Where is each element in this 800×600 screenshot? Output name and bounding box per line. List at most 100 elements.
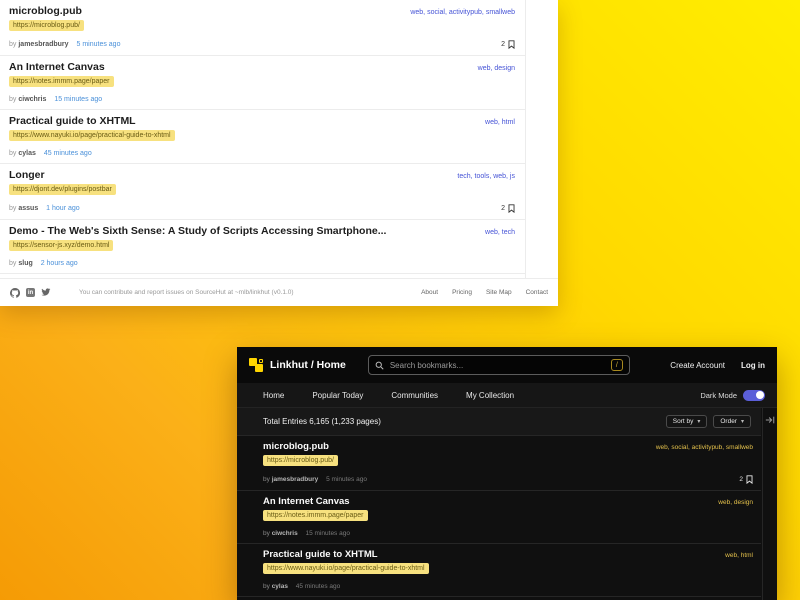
bookmark-time: 45 minutes ago bbox=[295, 583, 341, 590]
bookmark-author[interactable]: jamesbradbury bbox=[18, 41, 69, 48]
keyboard-shortcut-badge: / bbox=[610, 359, 623, 371]
bookmark-time: 2 hours ago bbox=[40, 260, 78, 267]
footer-link-pricing[interactable]: Pricing bbox=[452, 289, 472, 296]
bookmark-row: Demo - The Web's Sixth Sense: A Study of… bbox=[0, 220, 525, 274]
bookmark-author[interactable]: slug bbox=[18, 260, 33, 267]
bookmark-row: Longer tech, tools, web, js https://djon… bbox=[237, 596, 761, 600]
github-icon[interactable] bbox=[10, 287, 20, 298]
bookmark-row: An Internet Canvas web, design https://n… bbox=[237, 490, 761, 543]
bookmark-byline: by jamesbradbury 5 minutes ago bbox=[9, 41, 121, 48]
dark-content: Total Entries 6,165 (1,233 pages) Sort b… bbox=[237, 408, 777, 600]
bookmark-list: microblog.pub web, social, activitypub, … bbox=[0, 0, 526, 297]
footer-note: You can contribute and report issues on … bbox=[79, 289, 294, 296]
caret-down-icon: ▾ bbox=[697, 419, 701, 425]
bookmark-author[interactable]: cylas bbox=[18, 150, 36, 157]
login-link[interactable]: Log in bbox=[741, 360, 765, 370]
bookmark-row: microblog.pub web, social, activitypub, … bbox=[0, 0, 525, 56]
footer-link-contact[interactable]: Contact bbox=[525, 289, 548, 296]
linkhut-logo-icon bbox=[249, 358, 263, 372]
bookmark-byline: by ciwchris 15 minutes ago bbox=[9, 96, 103, 103]
search-bar[interactable]: / bbox=[367, 355, 630, 375]
footer-link-about[interactable]: About bbox=[421, 289, 439, 296]
bookmark-count[interactable]: 2 bbox=[739, 475, 753, 484]
bookmark-tags[interactable]: web, html bbox=[725, 552, 753, 559]
main-nav: Home Popular Today Communities My Collec… bbox=[237, 383, 777, 408]
bookmark-icon bbox=[746, 475, 753, 484]
sort-by-button[interactable]: Sort by ▾ bbox=[665, 415, 708, 428]
brand[interactable]: Linkhut / Home bbox=[249, 358, 346, 372]
bookmark-author[interactable]: ciwchris bbox=[18, 96, 47, 103]
bookmark-byline: by assus 1 hour ago bbox=[9, 205, 80, 212]
bookmark-count[interactable]: 2 bbox=[501, 40, 515, 49]
bookmark-tags[interactable]: web, tech bbox=[485, 229, 515, 236]
footer: in You can contribute and report issues … bbox=[0, 278, 558, 306]
bookmark-tags[interactable]: web, html bbox=[485, 119, 515, 126]
bookmark-author[interactable]: cylas bbox=[271, 583, 288, 590]
bookmark-count[interactable]: 2 bbox=[501, 204, 515, 213]
bookmark-url-pill[interactable]: https://microblog.pub/ bbox=[263, 455, 338, 466]
bookmark-url-pill[interactable]: https://sensor-js.xyz/demo.html bbox=[9, 240, 114, 251]
bookmark-url-pill[interactable]: https://www.nayuki.io/page/practical-gui… bbox=[263, 563, 429, 574]
search-icon bbox=[375, 361, 384, 370]
bookmark-url-pill[interactable]: https://notes.immm.page/paper bbox=[9, 76, 114, 87]
linkedin-icon[interactable]: in bbox=[26, 288, 35, 297]
bookmark-byline: by jamesbradbury 5 minutes ago bbox=[263, 476, 367, 483]
bookmark-title[interactable]: An Internet Canvas bbox=[263, 496, 350, 507]
bookmark-tags[interactable]: tech, tools, web, js bbox=[457, 173, 515, 180]
bookmark-url-pill[interactable]: https://djont.dev/plugins/postbar bbox=[9, 184, 116, 195]
create-account-link[interactable]: Create Account bbox=[670, 360, 725, 370]
bookmark-byline: by cylas 45 minutes ago bbox=[263, 583, 341, 590]
side-panel-strip bbox=[762, 408, 777, 600]
bookmark-icon bbox=[508, 40, 515, 49]
bookmark-title[interactable]: Practical guide to XHTML bbox=[9, 115, 136, 127]
caret-down-icon: ▾ bbox=[740, 419, 744, 425]
bookmark-author[interactable]: ciwchris bbox=[271, 530, 298, 537]
bookmark-row: Longer tech, tools, web, js https://djon… bbox=[0, 164, 525, 220]
bookmark-row: microblog.pub web, social, activitypub, … bbox=[237, 435, 761, 490]
app-header: Linkhut / Home / Create Account Log in bbox=[237, 347, 777, 383]
bookmark-byline: by ciwchris 15 minutes ago bbox=[263, 530, 350, 537]
brand-title: Linkhut / Home bbox=[270, 359, 346, 371]
bookmark-row: An Internet Canvas web, design https://n… bbox=[0, 56, 525, 110]
bookmark-byline: by slug 2 hours ago bbox=[9, 260, 78, 267]
list-toolbar: Total Entries 6,165 (1,233 pages) Sort b… bbox=[237, 408, 761, 435]
bookmark-url-pill[interactable]: https://notes.immm.page/paper bbox=[263, 510, 368, 521]
bookmark-byline: by cylas 45 minutes ago bbox=[9, 150, 92, 157]
bookmark-row: Practical guide to XHTML web, html https… bbox=[0, 110, 525, 164]
bookmark-title[interactable]: Longer bbox=[9, 169, 45, 181]
footer-link-sitemap[interactable]: Site Map bbox=[485, 289, 512, 296]
nav-item-my-collection[interactable]: My Collection bbox=[466, 390, 515, 400]
bookmark-tags[interactable]: web, social, activitypub, smallweb bbox=[655, 444, 753, 451]
bookmark-author[interactable]: assus bbox=[18, 205, 39, 212]
dark-mode-label: Dark Mode bbox=[700, 390, 737, 400]
bookmark-title[interactable]: microblog.pub bbox=[263, 441, 329, 452]
bookmark-title[interactable]: Practical guide to XHTML bbox=[263, 549, 378, 560]
bookmark-time: 15 minutes ago bbox=[305, 530, 350, 537]
bookmark-time: 5 minutes ago bbox=[76, 41, 121, 48]
twitter-icon[interactable] bbox=[41, 288, 51, 298]
bookmark-author[interactable]: jamesbradbury bbox=[271, 476, 319, 483]
bookmark-icon bbox=[508, 204, 515, 213]
search-input[interactable] bbox=[389, 360, 605, 370]
bookmark-url-pill[interactable]: https://www.nayuki.io/page/practical-gui… bbox=[9, 130, 175, 141]
bookmark-title[interactable]: microblog.pub bbox=[9, 5, 82, 17]
nav-item-popular-today[interactable]: Popular Today bbox=[312, 390, 364, 400]
bookmark-time: 1 hour ago bbox=[46, 205, 80, 212]
nav-item-home[interactable]: Home bbox=[263, 390, 285, 400]
collapse-panel-icon[interactable] bbox=[765, 415, 775, 425]
bookmark-tags[interactable]: web, design bbox=[718, 499, 753, 506]
bookmark-time: 45 minutes ago bbox=[43, 150, 92, 157]
bookmark-row: Practical guide to XHTML web, html https… bbox=[237, 543, 761, 596]
bookmark-title[interactable]: An Internet Canvas bbox=[9, 61, 105, 73]
total-entries: Total Entries 6,165 (1,233 pages) bbox=[263, 417, 381, 426]
light-window: microblog.pub web, social, activitypub, … bbox=[0, 0, 558, 306]
bookmark-url-pill[interactable]: https://microblog.pub/ bbox=[9, 20, 84, 31]
bookmark-time: 5 minutes ago bbox=[326, 476, 367, 483]
dark-mode-toggle[interactable] bbox=[743, 389, 765, 401]
order-button[interactable]: Order ▾ bbox=[713, 415, 751, 428]
nav-item-communities[interactable]: Communities bbox=[391, 390, 439, 400]
bookmark-tags[interactable]: web, design bbox=[477, 65, 515, 72]
bookmark-tags[interactable]: web, social, activitypub, smallweb bbox=[410, 9, 515, 16]
bookmark-title[interactable]: Demo - The Web's Sixth Sense: A Study of… bbox=[9, 225, 387, 237]
